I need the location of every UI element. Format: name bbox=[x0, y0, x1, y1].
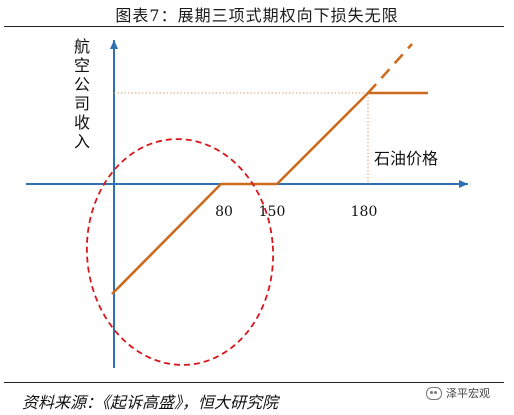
watermark-text: 泽平宏观 bbox=[446, 387, 490, 400]
svg-text:空: 空 bbox=[74, 56, 90, 75]
figure-title: 图表7：展期三项式期权向下损失无限 bbox=[115, 6, 399, 25]
tick-label-80: 80 bbox=[215, 204, 233, 220]
payoff-line bbox=[111, 91, 428, 295]
loss-region-highlight bbox=[85, 138, 275, 366]
source-note: 资料来源：《起诉高盛》，恒大研究院 bbox=[22, 393, 279, 412]
tick-label-150: 150 bbox=[259, 204, 286, 220]
y-axis-label: 航 空 公 司 收 入 bbox=[74, 37, 90, 151]
svg-text:公: 公 bbox=[74, 75, 90, 94]
title-divider bbox=[4, 26, 504, 27]
footer-divider bbox=[4, 382, 504, 383]
svg-text:收: 收 bbox=[74, 113, 90, 132]
payoff-extension-dashed bbox=[367, 43, 413, 94]
svg-text:司: 司 bbox=[74, 94, 90, 113]
svg-text:入: 入 bbox=[74, 132, 90, 151]
x-axis-label: 石油价格 bbox=[374, 149, 438, 168]
svg-text:航: 航 bbox=[74, 37, 90, 56]
wechat-icon bbox=[426, 386, 442, 400]
watermark: 泽平宏观 bbox=[426, 384, 490, 402]
tick-label-180: 180 bbox=[351, 204, 378, 220]
